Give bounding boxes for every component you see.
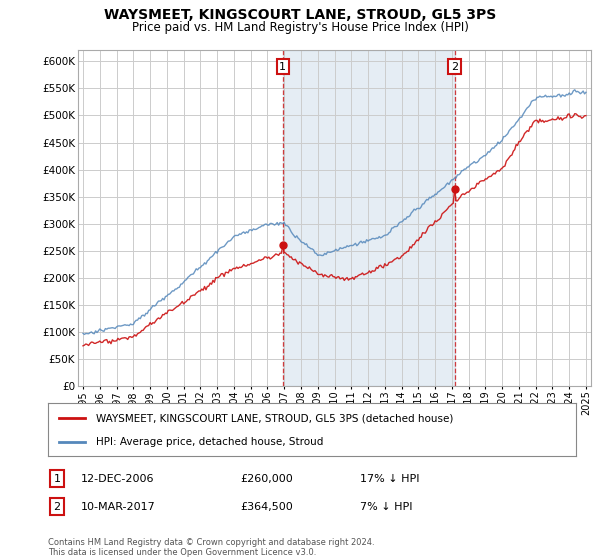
Text: 7% ↓ HPI: 7% ↓ HPI (360, 502, 413, 512)
Text: £260,000: £260,000 (240, 474, 293, 484)
Text: Price paid vs. HM Land Registry's House Price Index (HPI): Price paid vs. HM Land Registry's House … (131, 21, 469, 34)
Text: WAYSMEET, KINGSCOURT LANE, STROUD, GL5 3PS (detached house): WAYSMEET, KINGSCOURT LANE, STROUD, GL5 3… (95, 413, 453, 423)
Bar (283, 50, 455, 386)
Text: 1: 1 (53, 474, 61, 484)
Text: Contains HM Land Registry data © Crown copyright and database right 2024.
This d: Contains HM Land Registry data © Crown c… (48, 538, 374, 557)
Text: 12-DEC-2006: 12-DEC-2006 (81, 474, 155, 484)
Text: 2: 2 (451, 62, 458, 72)
Text: 2: 2 (53, 502, 61, 512)
Text: 10-MAR-2017: 10-MAR-2017 (81, 502, 156, 512)
Text: £364,500: £364,500 (240, 502, 293, 512)
Text: 1: 1 (280, 62, 286, 72)
Text: HPI: Average price, detached house, Stroud: HPI: Average price, detached house, Stro… (95, 436, 323, 446)
Text: WAYSMEET, KINGSCOURT LANE, STROUD, GL5 3PS: WAYSMEET, KINGSCOURT LANE, STROUD, GL5 3… (104, 8, 496, 22)
Text: 17% ↓ HPI: 17% ↓ HPI (360, 474, 419, 484)
